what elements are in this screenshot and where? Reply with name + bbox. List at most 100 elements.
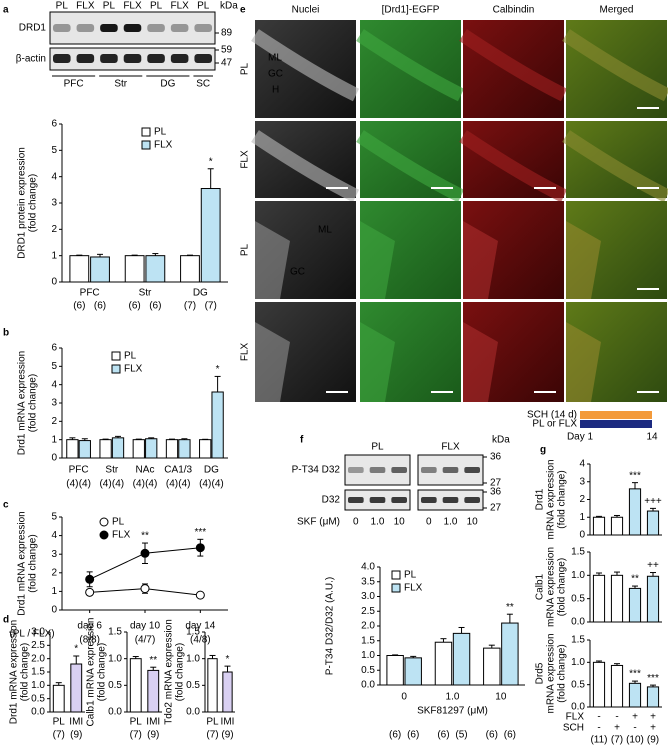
bar xyxy=(145,438,158,459)
panel-label: e xyxy=(240,5,246,16)
bar xyxy=(199,439,212,459)
blot-band xyxy=(391,497,407,503)
column-header: Calbindin xyxy=(493,5,535,16)
treatment-label: PL or FLX xyxy=(532,419,577,430)
n-label: (7) xyxy=(205,301,217,312)
x-tick-label: PL xyxy=(53,717,66,728)
significance: *** xyxy=(194,527,206,538)
significance: ** xyxy=(631,574,639,585)
n-label: (6) xyxy=(73,301,85,312)
dose: 10 xyxy=(394,517,406,528)
y-tick-label: 4 xyxy=(51,171,57,182)
column-header: [Drd1]-EGFP xyxy=(382,5,440,16)
panel-label: b xyxy=(3,328,9,339)
y-axis-label: (fold change) xyxy=(557,470,568,528)
y-axis-label: P-T34 D32/D32 (A.U.) xyxy=(325,577,336,675)
n-label: (4/7) xyxy=(135,635,156,646)
region-annotation: ML xyxy=(318,225,332,236)
significance: ** xyxy=(149,655,157,666)
y-tick-label: 0.0 xyxy=(31,707,45,718)
y-tick-label: 3.0 xyxy=(31,627,45,638)
n-label: (6) xyxy=(407,730,419,741)
n-label: (4) xyxy=(145,479,157,490)
n-label: (7) xyxy=(130,730,142,741)
blot-row-label: P-T34 D32 xyxy=(292,465,341,476)
kda-label: kDa xyxy=(220,1,238,12)
bar xyxy=(628,488,642,536)
dose-label: SKF (μM) xyxy=(297,517,340,528)
kda-marker: 36 xyxy=(490,452,502,463)
legend-label: PL xyxy=(404,570,417,581)
y-tick-label: 1.0 xyxy=(31,680,45,691)
dose: 1.0 xyxy=(444,517,458,528)
bar xyxy=(646,686,660,708)
timeline-start: Day 1 xyxy=(567,432,594,443)
x-tick-label: PL xyxy=(206,717,219,728)
significance: ** xyxy=(141,531,149,542)
bar xyxy=(483,647,501,686)
region-annotation: GC xyxy=(268,69,283,80)
y-tick-label: 1 xyxy=(51,586,57,597)
legend-swatch xyxy=(141,127,151,137)
y-tick-label: 2.5 xyxy=(361,606,375,617)
legend-label: PL xyxy=(154,127,167,138)
n-label: (7) xyxy=(53,730,65,741)
bar xyxy=(628,682,642,708)
blot-band xyxy=(348,467,364,473)
n-label: (6) xyxy=(389,730,401,741)
bar xyxy=(178,439,191,459)
y-axis-label: Drd1 mRNA expression xyxy=(9,620,20,724)
x-tick-label: IMI xyxy=(69,717,83,728)
bar xyxy=(90,256,110,283)
blot-band xyxy=(123,24,142,32)
n-label: (9) xyxy=(647,735,659,745)
region-annotation: ML xyxy=(268,53,282,64)
y-tick-label: 1.0 xyxy=(186,653,200,664)
bar xyxy=(610,574,624,623)
x-axis-label: SKF81297 (μM) xyxy=(417,706,488,717)
y-tick-label: 4 xyxy=(51,379,57,390)
y-tick-label: 0 xyxy=(51,453,57,464)
y-tick-label: 3 xyxy=(51,198,57,209)
bar xyxy=(386,655,404,686)
legend-swatch xyxy=(111,351,121,361)
cell-layer xyxy=(566,221,601,299)
y-tick-label: 1 xyxy=(51,434,57,445)
lane-label: FLX xyxy=(76,1,95,12)
group-label: PL xyxy=(371,442,384,453)
significance: ++ xyxy=(647,560,659,571)
lane-label: FLX xyxy=(170,1,189,12)
dose: 0 xyxy=(426,517,432,528)
condition-label: SCH xyxy=(563,723,584,734)
blot-band xyxy=(369,467,386,473)
x-tick-label: day 10 xyxy=(130,621,160,632)
cell-layer xyxy=(251,29,360,102)
y-tick-label: 0.0 xyxy=(571,702,585,713)
bar xyxy=(646,510,660,536)
n-label: (4) xyxy=(211,479,223,490)
lane-label: PL xyxy=(56,1,69,12)
panel-label: f xyxy=(300,435,304,446)
y-tick-label: 0.0 xyxy=(571,617,585,628)
y-tick-label: 1.5 xyxy=(361,635,375,646)
y-axis-label: (fold change) xyxy=(28,534,39,592)
condition-mark: - xyxy=(597,712,600,723)
n-label: (7) xyxy=(184,301,196,312)
y-tick-label: 4 xyxy=(51,530,57,541)
significance: * xyxy=(74,644,78,655)
condition-mark: + xyxy=(650,712,656,723)
legend-label: FLX xyxy=(154,140,173,151)
x-tick-label: PL xyxy=(130,717,143,728)
y-tick-label: 3.0 xyxy=(361,591,375,602)
blot-band xyxy=(464,467,480,473)
y-axis-label: Drd1 mRNA expression xyxy=(17,511,28,615)
blot-band xyxy=(147,24,165,32)
cell-layer xyxy=(562,130,668,203)
bar xyxy=(78,440,91,459)
y-tick-label: 0.5 xyxy=(186,680,200,691)
timeline-end: 14 xyxy=(646,432,658,443)
bar xyxy=(200,188,221,283)
y-axis-label: Drd1 xyxy=(535,488,546,510)
significance: *** xyxy=(647,673,659,684)
y-tick-label: 3.5 xyxy=(361,576,375,587)
